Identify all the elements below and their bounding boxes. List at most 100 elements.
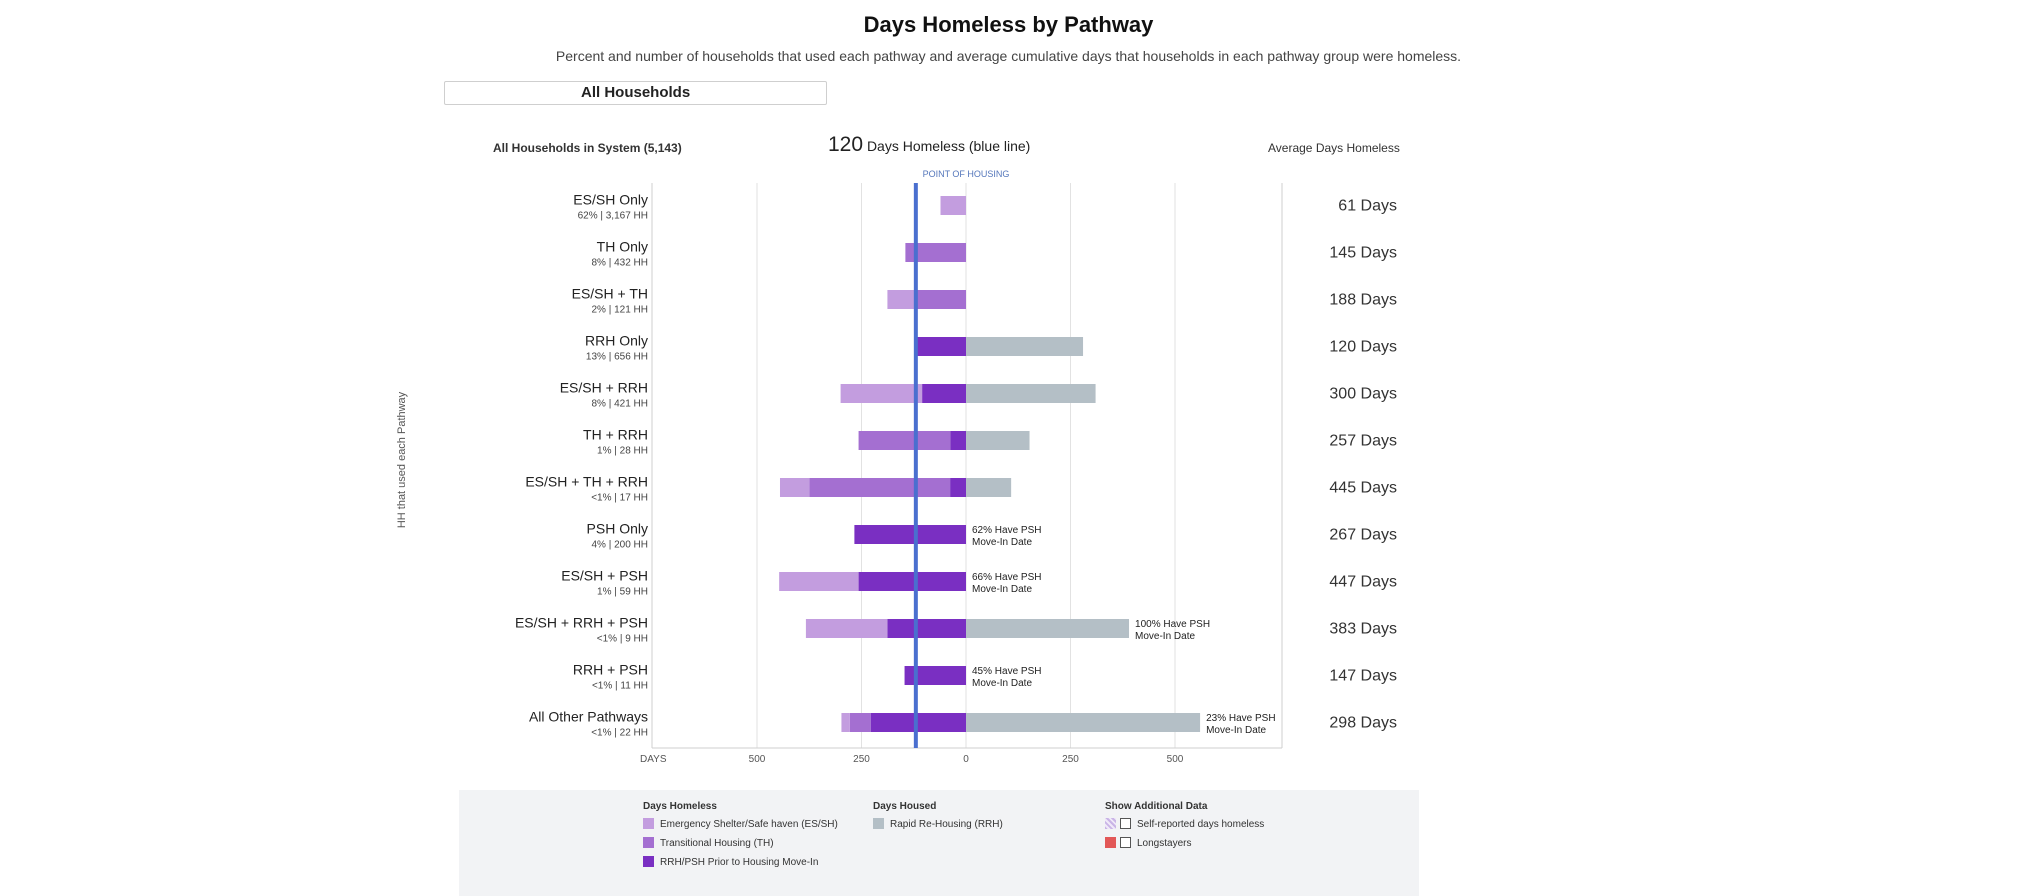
average-days-value: 120 Days [1329,339,1397,356]
bar-rrh-psh-prior [858,572,966,591]
category-label: ES/SH + TH [572,286,648,302]
category-label: RRH Only [585,333,648,349]
labels-layer: 500 250 0 250 500 ES/SH Only 62% | 3,167 HH 61 … [515,192,1397,766]
bar-th [809,478,951,497]
average-days-value: 267 Days [1329,527,1397,544]
legend-item-rrh-psh: RRH/PSH Prior to Housing Move-In [643,856,818,870]
legend-swatch-rrh-psh [643,856,654,867]
category-label: ES/SH + RRH [560,380,648,396]
x-tick-label: 0 [963,754,969,765]
bar-es [940,196,966,215]
x-tick-label: 500 [1167,754,1184,765]
category-sublabel: <1% | 9 HH [597,634,648,645]
psh-move-in-note: 66% Have PSH Move-In Date [972,572,1041,595]
average-days-value: 120 [828,133,864,156]
legend-label-th: Transitional Housing (TH) [660,838,774,849]
longstayers-checkbox[interactable] [1120,837,1131,848]
average-days-value: 188 Days [1329,292,1397,309]
bar-rrh-housed [966,619,1130,638]
x-tick-label: 250 [1062,754,1079,765]
bar-rrh-psh-prior [950,478,966,497]
bar-rrh-psh-prior [915,337,966,356]
bar-rrh-psh-prior [950,431,966,450]
x-axis-label: DAYS [640,754,667,765]
bar-rrh-housed [966,478,1012,497]
psh-move-in-note: 100% Have PSH Move-In Date [1135,619,1210,642]
page-title: Days Homeless by Pathway [863,12,1154,37]
average-days-value: 145 Days [1329,245,1397,262]
days-homeless-chart: 500 250 0 250 500 ES/SH Only 62% | 3,167 HH 61 … [515,169,1397,766]
bar-es [841,713,850,732]
bar-rrh-psh-prior [887,619,966,638]
category-sublabel: 1% | 28 HH [597,446,648,457]
category-label: ES/SH Only [573,192,648,208]
category-label: RRH + PSH [573,662,648,678]
category-label: PSH Only [587,521,648,537]
grid-lines [756,183,1176,748]
category-sublabel: 2% | 121 HH [591,305,648,316]
category-sublabel: 13% | 656 HH [586,352,648,363]
legend-panel: Days Homeless Emergency Shelter/Safe hav… [459,790,1419,896]
point-of-housing-label: POINT OF HOUSING [923,169,1010,179]
legend-swatch-rrh [873,818,884,829]
category-label: ES/SH + TH + RRH [525,474,648,490]
bar-rrh-psh-prior [854,525,966,544]
category-sublabel: 62% | 3,167 HH [578,211,648,222]
average-days-value: 447 Days [1329,574,1397,591]
bar-es [887,290,916,309]
bar-th [915,290,966,309]
legend-days-homeless-title: Days Homeless [643,801,717,812]
category-sublabel: 1% | 59 HH [597,587,648,598]
category-label: All Other Pathways [529,709,648,725]
bars-layer [779,196,1201,732]
x-tick-label: 250 [853,754,870,765]
category-label: ES/SH + RRH + PSH [515,615,648,631]
legend-item-es: Emergency Shelter/Safe haven (ES/SH) [643,818,838,832]
bar-rrh-housed [966,713,1201,732]
average-days-homeless-header: 120 Days Homeless (blue line) [828,133,1030,157]
legend-swatch-th [643,837,654,848]
legend-swatch-self-reported [1105,818,1116,829]
page-subtitle: Percent and number of households that us… [555,48,1462,64]
self-reported-checkbox[interactable] [1120,818,1131,829]
bar-rrh-psh-prior [870,713,966,732]
legend-label-rrh-psh: RRH/PSH Prior to Housing Move-In [660,857,819,868]
legend-label-longstayers: Longstayers [1137,838,1192,849]
category-sublabel: <1% | 17 HH [591,493,648,504]
category-sublabel: <1% | 11 HH [592,681,648,692]
bar-es [779,572,859,591]
psh-move-in-note: 45% Have PSH Move-In Date [972,666,1041,689]
psh-move-in-note: 62% Have PSH Move-In Date [972,525,1041,548]
average-days-value: 445 Days [1329,480,1397,497]
category-label: TH + RRH [583,427,648,443]
category-label: ES/SH + PSH [561,568,648,584]
households-in-system-label: All Households in System (5,143) [493,141,682,155]
legend-additional-title: Show Additional Data [1105,801,1208,812]
category-sublabel: <1% | 22 HH [591,728,648,739]
bar-es [840,384,923,403]
bar-th [905,243,966,262]
bar-es [779,478,810,497]
x-tick-label: 500 [749,754,766,765]
average-days-value: 61 Days [1338,198,1397,215]
category-label: TH Only [597,239,648,255]
category-sublabel: 8% | 421 HH [591,399,648,410]
bar-es [805,619,888,638]
bar-rrh-housed [966,431,1030,450]
bar-th [849,713,871,732]
average-days-value: 300 Days [1329,386,1397,403]
legend-days-housed-title: Days Housed [873,801,937,812]
average-days-value: 298 Days [1329,715,1397,732]
legend-label-self-reported: Self-reported days homeless [1137,819,1265,830]
bar-rrh-housed [966,337,1084,356]
bar-rrh-psh-prior [922,384,966,403]
legend-label-es: Emergency Shelter/Safe haven (ES/SH) [660,819,838,830]
legend-item-th: Transitional Housing (TH) [643,837,774,851]
population-selector[interactable]: All Households [444,81,827,105]
legend-item-self-reported: Self-reported days homeless [1105,818,1264,832]
bar-th [858,431,951,450]
bar-rrh-housed [966,384,1096,403]
average-days-value: 257 Days [1329,433,1397,450]
average-days-value: 383 Days [1329,621,1397,638]
legend-item-longstayers: Longstayers [1105,837,1191,851]
